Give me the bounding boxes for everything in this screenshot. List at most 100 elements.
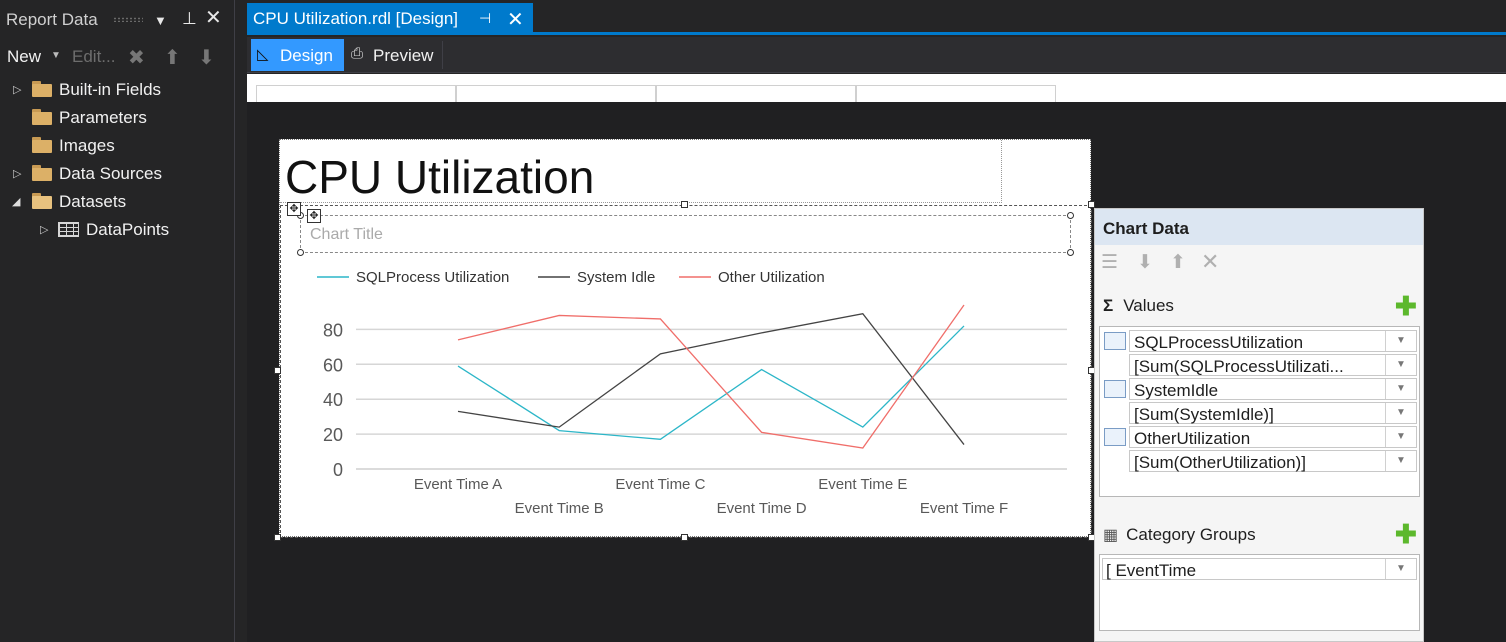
folder-icon (32, 109, 52, 125)
selection-handle[interactable] (274, 534, 281, 541)
resize-handle[interactable] (1067, 212, 1074, 219)
value-field[interactable]: OtherUtilization ▼ (1129, 426, 1417, 448)
category-table-icon: ▦ (1103, 527, 1119, 544)
close-icon[interactable]: ✕ (507, 9, 524, 31)
selection-handle[interactable] (681, 534, 688, 541)
legend-label: Other Utilization (718, 269, 825, 286)
properties-icon[interactable]: ☰ (1101, 252, 1119, 273)
move-down-icon[interactable]: ⬇ (198, 47, 215, 69)
move-handle-icon[interactable]: ✥ (287, 202, 301, 216)
value-expression[interactable]: [Sum(SQLProcessUtilizati... ▼ (1129, 354, 1417, 376)
pane-title: Report Data (6, 10, 98, 29)
value-field[interactable]: SQLProcessUtilization ▼ (1129, 330, 1417, 352)
delete-icon[interactable]: ✕ (1201, 249, 1220, 274)
tree-item-label: Data Sources (59, 164, 162, 183)
report-title: CPU Utilization (285, 151, 595, 203)
value-field-name: OtherUtilization (1134, 429, 1251, 448)
folder-icon (32, 81, 52, 97)
value-field[interactable]: SystemIdle ▼ (1129, 378, 1417, 400)
x-tick-label: Event Time B (515, 500, 604, 517)
category-group[interactable]: [ EventTime ▼ (1102, 558, 1417, 580)
selection-handle[interactable] (274, 367, 281, 374)
x-tick-label: Event Time E (818, 476, 907, 493)
line-series-icon (1104, 332, 1126, 350)
selection-handle[interactable] (681, 201, 688, 208)
value-expression[interactable]: [Sum(OtherUtilization)] ▼ (1129, 450, 1417, 472)
legend-label: System Idle (577, 269, 655, 286)
series-line (457, 325, 965, 441)
collapse-icon[interactable]: ◢ (12, 196, 21, 208)
move-handle-icon[interactable]: ✥ (307, 209, 321, 223)
chart-title-textbox[interactable]: Chart Title (300, 215, 1071, 253)
move-down-icon[interactable]: ⬇ (1137, 252, 1153, 273)
sigma-icon: Σ (1103, 296, 1114, 315)
chevron-down-icon[interactable]: ▼ (1385, 403, 1416, 423)
value-expression[interactable]: [Sum(SystemIdle)] ▼ (1129, 402, 1417, 424)
legend-label: SQLProcess Utilization (356, 269, 509, 286)
dropdown-icon[interactable]: ▼ (154, 13, 167, 28)
tree-item-datasets[interactable]: ◢ Datasets (0, 188, 235, 216)
chevron-down-icon[interactable]: ▼ (1385, 427, 1416, 447)
tab-label: Design (280, 46, 333, 65)
expand-icon[interactable]: ▷ (13, 84, 22, 96)
expand-icon[interactable]: ▷ (40, 224, 49, 236)
tree-item-label: Built-in Fields (59, 80, 162, 99)
resize-handle[interactable] (1067, 249, 1074, 256)
report-body[interactable]: CPU Utilization 0 20 40 60 80 Event Time A Eve… (279, 139, 1092, 538)
tab-preview[interactable]: ⎙ Preview (347, 39, 442, 71)
y-tick-label: 80 (323, 320, 343, 340)
tree-item-parameters[interactable]: Parameters (0, 104, 235, 132)
tree-item-datapoints[interactable]: ▷ DataPoints (0, 216, 235, 244)
table-icon (58, 222, 79, 237)
tree-item-built-in-fields[interactable]: ▷ Built-in Fields (0, 76, 235, 104)
line-series-icon (1104, 428, 1126, 446)
values-list: SQLProcessUtilization ▼ [Sum(SQLProcessU… (1099, 326, 1420, 497)
folder-icon (32, 137, 52, 153)
expand-icon[interactable]: ▷ (13, 168, 22, 180)
x-tick-label: Event Time C (615, 476, 705, 493)
y-tick-label: 60 (323, 355, 343, 375)
chevron-down-icon[interactable]: ▼ (1385, 331, 1416, 351)
ruler-cell (656, 85, 856, 102)
chart-data-header: Chart Data (1095, 209, 1423, 245)
delete-icon[interactable]: ✖ (128, 47, 145, 69)
chart-data-toolbar: ☰ ⬇ ⬆ ✕ (1095, 245, 1423, 281)
pin-icon[interactable]: ⊣ (479, 10, 492, 26)
chevron-down-icon[interactable]: ▼ (51, 50, 61, 61)
tree-item-label: DataPoints (86, 220, 170, 239)
value-expression-text: [Sum(SystemIdle)] (1134, 405, 1274, 424)
y-tick-label: 20 (323, 425, 343, 445)
category-group-label: EventTime (1115, 561, 1197, 580)
new-button[interactable]: New (7, 47, 42, 66)
close-icon[interactable]: ✕ (205, 7, 222, 29)
selection-handle[interactable] (1088, 201, 1095, 208)
category-group-name: [ EventTime (1106, 561, 1196, 581)
tree-item-images[interactable]: Images (0, 132, 235, 160)
design-icon: ◺ (257, 46, 269, 63)
edit-button[interactable]: Edit... (72, 47, 116, 66)
category-groups-list: [ EventTime ▼ (1099, 554, 1420, 631)
chevron-down-icon[interactable]: ▼ (1385, 451, 1416, 471)
move-up-icon[interactable]: ⬆ (1170, 252, 1186, 273)
move-up-icon[interactable]: ⬆ (164, 47, 181, 69)
chevron-down-icon[interactable]: ▼ (1385, 355, 1416, 375)
pin-icon[interactable]: ⊥ (182, 9, 197, 28)
document-tab[interactable]: CPU Utilization.rdl [Design] ⊣ ✕ (247, 3, 533, 33)
values-section-header: Σ Values (1103, 296, 1174, 316)
open-folder-icon (32, 193, 52, 209)
drag-grip[interactable] (113, 17, 143, 22)
add-category-icon[interactable]: ✚ (1395, 519, 1417, 549)
chart-area[interactable]: 0 20 40 60 80 Event Time A Event Time B Event T… (280, 205, 1092, 538)
chevron-down-icon[interactable]: ▼ (1385, 559, 1416, 579)
tree-item-data-sources[interactable]: ▷ Data Sources (0, 160, 235, 188)
chart-title-placeholder: Chart Title (310, 226, 383, 243)
report-title-textbox[interactable]: CPU Utilization (280, 140, 1002, 203)
tree-item-label: Datasets (59, 192, 127, 211)
resize-handle[interactable] (297, 249, 304, 256)
value-field-name: SystemIdle (1134, 381, 1219, 400)
document-tab-strip: CPU Utilization.rdl [Design] ⊣ ✕ (247, 0, 1506, 35)
view-switcher: ◺ Design ⎙ Preview (247, 37, 1506, 73)
add-value-icon[interactable]: ✚ (1395, 291, 1417, 321)
tab-design[interactable]: ◺ Design (251, 39, 344, 71)
chevron-down-icon[interactable]: ▼ (1385, 379, 1416, 399)
